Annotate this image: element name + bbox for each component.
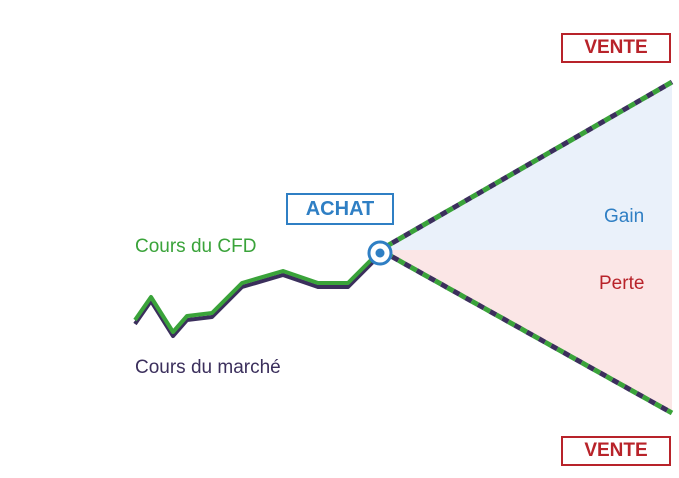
loss-label: Perte xyxy=(599,273,645,294)
cfd-price-line xyxy=(133,249,382,334)
cfd-price-label: Cours du CFD xyxy=(135,236,257,257)
projected-upper-market-line xyxy=(378,79,674,253)
gain-label: Gain xyxy=(604,206,645,227)
buy-point-dot xyxy=(375,248,385,258)
market-price-line xyxy=(133,253,382,338)
projected-lower-cfd-line xyxy=(378,247,674,416)
sell-label-bottom: VENTE xyxy=(561,436,671,466)
buy-label: ACHAT xyxy=(286,193,394,225)
sell-label-top: VENTE xyxy=(561,33,671,63)
market-price-label: Cours du marché xyxy=(135,357,281,378)
